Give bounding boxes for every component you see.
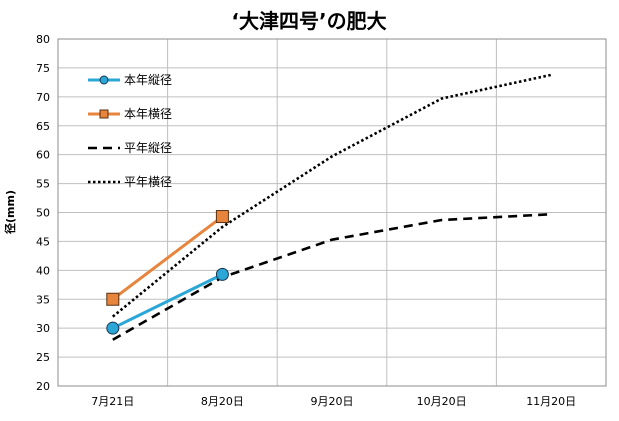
plot-border [57,38,607,387]
data-point [215,210,229,224]
x-tick-label: 9月20日 [311,395,354,408]
y-tick-label: 75 [36,62,50,75]
series-line [111,215,224,301]
legend-entry: 本年縦径 [124,73,172,87]
y-tick-label: 80 [36,33,50,46]
x-tick-label: 8月20日 [201,395,244,408]
y-tick-label: 30 [36,322,50,335]
x-tick-label: 7月21日 [91,395,134,408]
y-tick-label: 20 [36,380,50,393]
chart-title: ‘大津四号’の肥大 [231,9,386,33]
y-tick-label: 55 [36,178,50,191]
legend-entry: 平年縦径 [124,141,172,155]
plot-area: 20 25 30 35 40 45 50 55 60 65 70 75 80 7月21日 8月20日 9月20… [36,33,607,408]
x-tick-label: 11月20日 [526,395,576,408]
y-tick-label: 35 [36,293,50,306]
y-tick-label: 70 [36,91,50,104]
series-line [112,273,224,330]
series-line [111,73,552,318]
y-tick-label: 45 [36,235,50,248]
y-tick-label: 50 [36,207,50,220]
y-tick-label: 60 [36,149,50,162]
y-axis-label: 径(mm) [3,190,17,234]
legend-entry: 平年横径 [124,175,172,189]
x-tick-label: 10月20日 [417,395,467,408]
data-point [106,321,120,335]
legend-marker [99,109,109,119]
y-tick-label: 25 [36,351,50,364]
legend-marker [99,75,109,85]
y-tick-label: 65 [36,120,50,133]
series-line [112,212,552,341]
data-point [106,292,120,306]
legend-entry: 本年横径 [124,107,172,121]
data-point [215,267,229,281]
y-tick-label: 40 [36,264,50,277]
